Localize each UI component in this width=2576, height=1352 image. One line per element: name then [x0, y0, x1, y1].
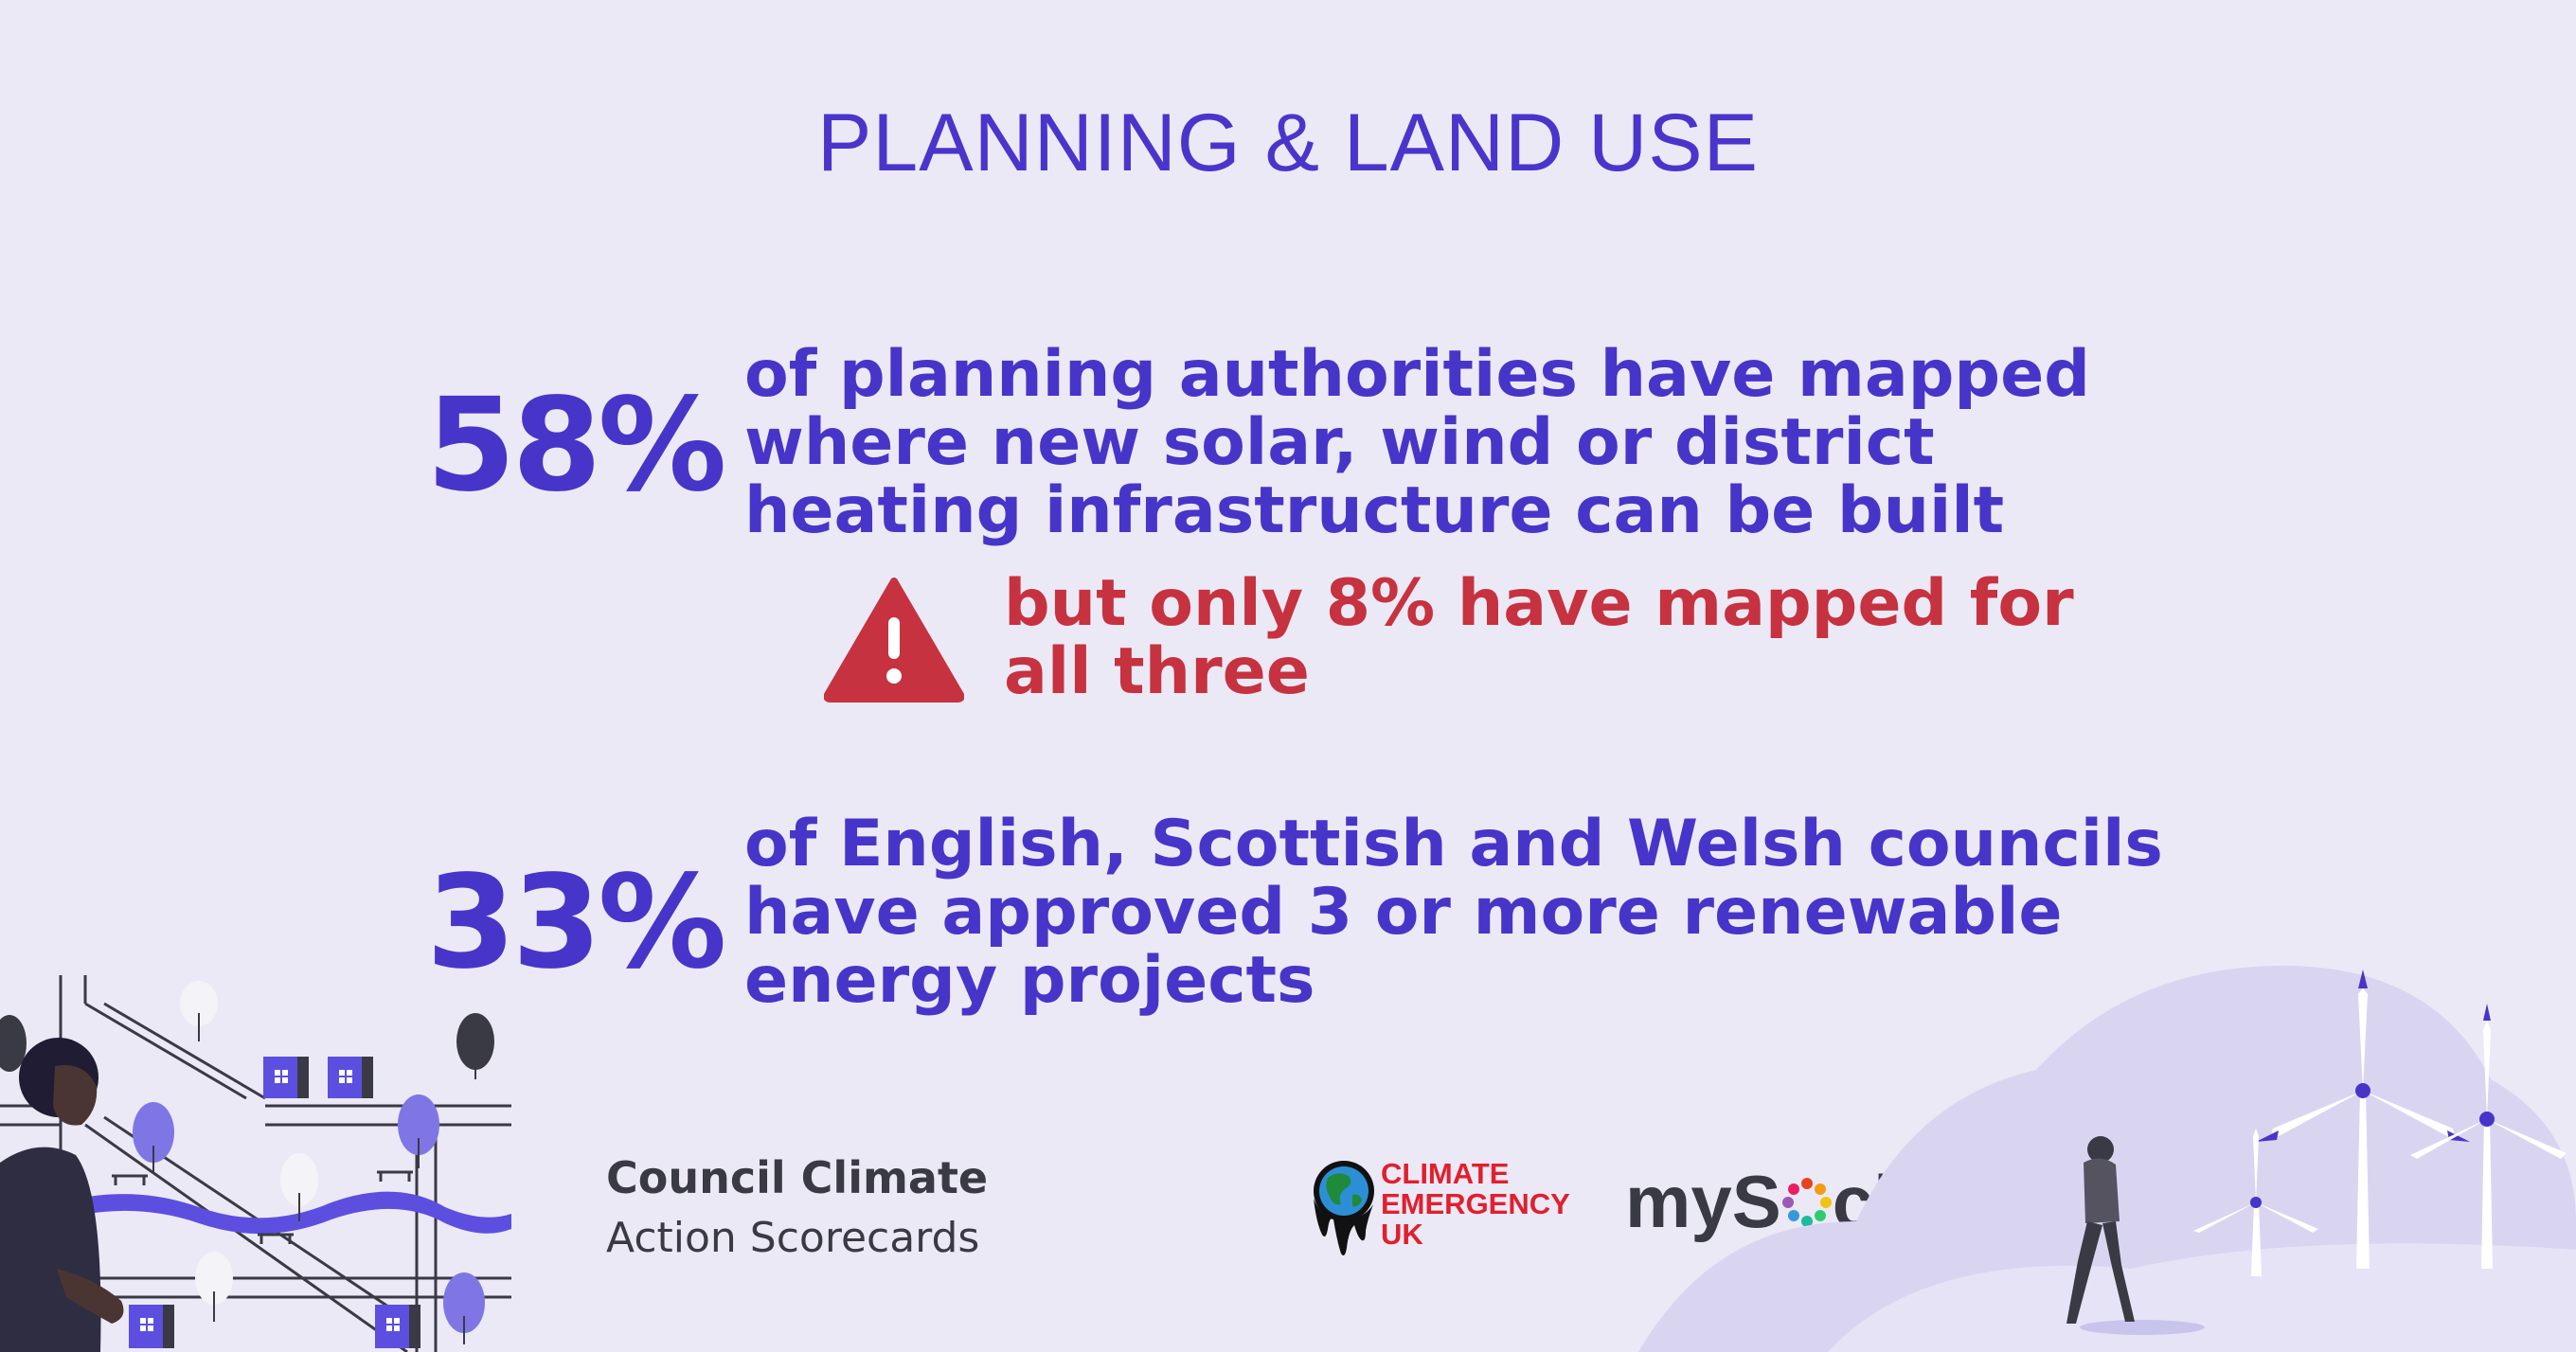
scorecards-line1: Council Climate: [606, 1152, 989, 1203]
stat-line: heating infrastructure can be built: [744, 473, 2005, 548]
stat-value-approved: 33%: [426, 848, 727, 998]
stat-line: have approved 3 or more renewable: [744, 875, 2063, 950]
ceuk-line: CLIMATE: [1381, 1157, 1510, 1190]
melting-globe-icon: [1314, 1161, 1374, 1255]
warning-text: but only 8% have mapped for all three: [1004, 570, 2074, 706]
stat-line: energy projects: [744, 943, 1315, 1018]
warning-highlight: 8%: [1325, 566, 1436, 641]
stat-description-approved: of English, Scottish and Welsh councils …: [744, 810, 2163, 1015]
scorecards-logo: Council Climate Action Scorecards: [606, 1147, 988, 1269]
stat-line: where new solar, wind or district: [744, 405, 1935, 480]
stat-value-mapped: 58%: [426, 371, 727, 521]
warning-prefix: but only: [1004, 566, 1326, 641]
ceuk-line: UK: [1381, 1218, 1423, 1251]
mysociety-text-start: myS: [1625, 1160, 1781, 1243]
stat-line: of planning authorities have mapped: [744, 337, 2090, 412]
page-title: PLANNING & LAND USE: [817, 98, 1759, 188]
colored-dots-icon: [1781, 1177, 1832, 1227]
stat-description-mapped: of planning authorities have mapped wher…: [744, 341, 2090, 545]
wind-turbines-illustration: [1638, 966, 2576, 1352]
warning-suffix: have mapped for: [1435, 566, 2074, 641]
climate-emergency-uk-logo: CLIMATE EMERGENCY UK: [1309, 1157, 1570, 1265]
scorecards-line2: Action Scorecards: [606, 1214, 980, 1262]
ceuk-wordmark: CLIMATE EMERGENCY UK: [1381, 1159, 1599, 1250]
town-map-illustration: [0, 975, 511, 1352]
warning-icon: [824, 578, 964, 703]
stat-line: of English, Scottish and Welsh councils: [744, 807, 2163, 881]
ceuk-line: EMERGENCY: [1381, 1187, 1570, 1220]
warning-line2: all three: [1004, 634, 1310, 709]
